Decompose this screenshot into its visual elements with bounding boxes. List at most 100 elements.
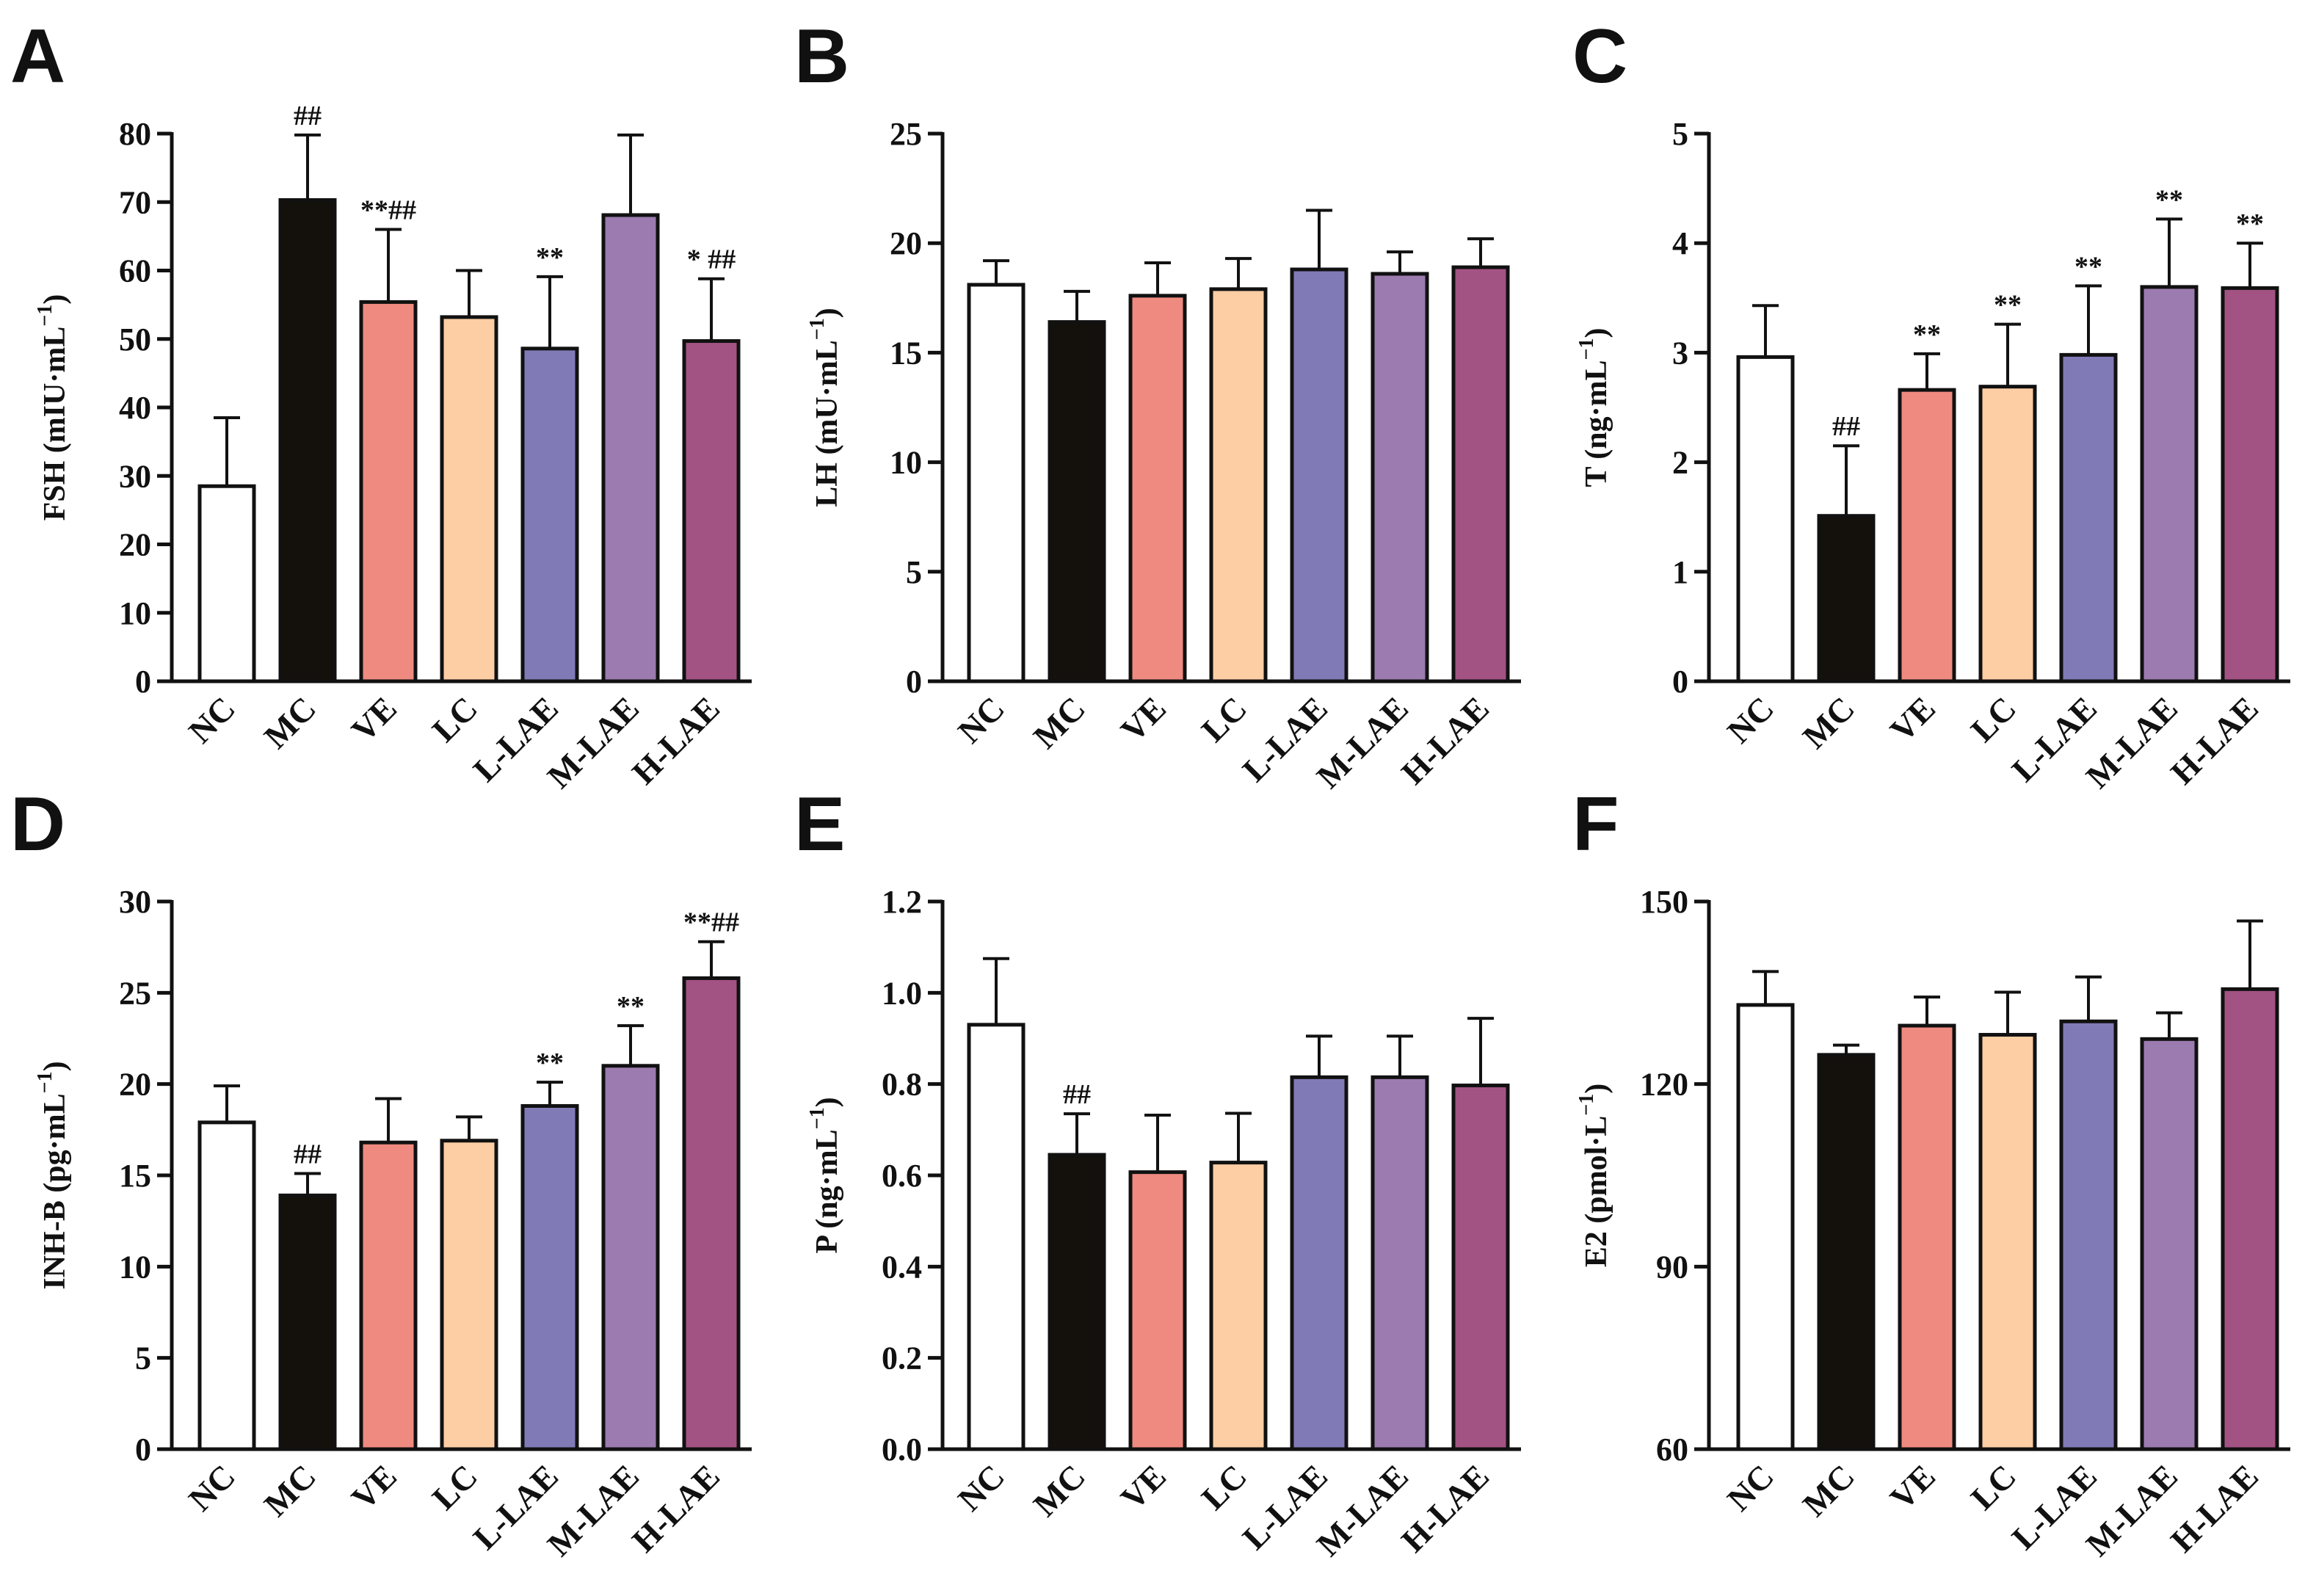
bar-nc bbox=[197, 484, 256, 683]
bar-mc bbox=[278, 197, 337, 683]
y-tick-label: 3 bbox=[1672, 335, 1688, 371]
y-tick-label: 2 bbox=[1672, 445, 1688, 481]
y-tick-label: 0 bbox=[135, 1432, 151, 1468]
x-category-label: MC bbox=[1796, 1457, 1862, 1523]
panel-letter: D bbox=[10, 782, 65, 867]
x-category-label: M-LAE bbox=[540, 689, 646, 795]
bar-lc bbox=[1209, 287, 1268, 683]
y-tick-label: 15 bbox=[890, 335, 922, 371]
y-axis-label-superscript: −1 bbox=[34, 1071, 57, 1093]
x-category-label: MC bbox=[257, 689, 323, 755]
y-axis-label-suffix: ) bbox=[810, 1097, 844, 1107]
y-tick-label: 90 bbox=[1656, 1249, 1688, 1285]
y-tick-label: 15 bbox=[119, 1158, 151, 1194]
y-tick-label: 60 bbox=[1656, 1432, 1688, 1468]
significance-label: ** bbox=[536, 242, 564, 273]
bar-ve bbox=[1128, 294, 1187, 683]
bar-mc bbox=[1817, 1053, 1876, 1451]
y-tick-label: 25 bbox=[890, 116, 922, 152]
x-category-label: NC bbox=[951, 689, 1012, 750]
bar-m-lae bbox=[2140, 1037, 2199, 1451]
bar-lc bbox=[1978, 385, 2037, 683]
y-tick-label: 5 bbox=[906, 554, 922, 590]
bar-h-lae bbox=[682, 976, 741, 1451]
panel-letter: F bbox=[1572, 782, 1619, 867]
bar-h-lae bbox=[682, 339, 741, 683]
bar-m-lae bbox=[601, 1064, 660, 1451]
significance-label: * ## bbox=[687, 244, 736, 275]
x-category-label: H-LAE bbox=[2163, 1457, 2265, 1559]
y-tick-label: 0.0 bbox=[882, 1432, 922, 1468]
y-axis-label-suffix: ) bbox=[1580, 1084, 1613, 1094]
x-category-label: MC bbox=[1026, 689, 1092, 755]
bar-nc bbox=[967, 1023, 1025, 1451]
bar-lc bbox=[1978, 1033, 2037, 1451]
x-category-label: MC bbox=[1796, 689, 1862, 755]
y-axis-label-superscript: −1 bbox=[1575, 338, 1598, 360]
significance-label: ** bbox=[1913, 319, 1941, 350]
y-tick-label: 0.6 bbox=[882, 1158, 922, 1194]
y-tick-label: 60 bbox=[119, 253, 151, 289]
y-axis-label: FSH (mIU·mL−1) bbox=[34, 294, 72, 521]
x-category-label: MC bbox=[257, 1457, 323, 1523]
bar-mc bbox=[1048, 1153, 1106, 1451]
y-axis-label-superscript: −1 bbox=[806, 318, 829, 340]
significance-label: **## bbox=[683, 907, 739, 938]
bar-l-lae bbox=[2059, 352, 2118, 683]
bar-lc bbox=[440, 1139, 498, 1451]
x-category-label: VE bbox=[1114, 689, 1173, 749]
bar-h-lae bbox=[1451, 265, 1510, 683]
bar-l-lae bbox=[520, 347, 579, 683]
significance-label: ## bbox=[1832, 411, 1860, 442]
significance-label: **## bbox=[360, 195, 416, 226]
y-axis-label-suffix: ) bbox=[810, 308, 844, 318]
y-axis-label-superscript: −1 bbox=[34, 305, 57, 327]
x-category-label: NC bbox=[181, 1457, 242, 1518]
y-tick-label: 0 bbox=[906, 664, 922, 700]
bar-nc bbox=[967, 283, 1025, 683]
x-category-label: VE bbox=[344, 689, 404, 749]
significance-label: ** bbox=[2155, 184, 2183, 215]
x-category-label: LC bbox=[1194, 689, 1254, 749]
x-category-label: M-LAE bbox=[540, 1457, 646, 1563]
x-category-label: LC bbox=[1964, 689, 2023, 749]
y-axis-label-superscript: −1 bbox=[1575, 1094, 1598, 1116]
y-tick-label: 20 bbox=[119, 1067, 151, 1103]
y-tick-label: 50 bbox=[119, 322, 151, 358]
x-category-label: VE bbox=[344, 1457, 404, 1517]
y-axis-label: P (ng·mL−1) bbox=[806, 1097, 844, 1253]
significance-label: ## bbox=[294, 1139, 322, 1170]
x-category-label: NC bbox=[1720, 689, 1781, 750]
y-tick-label: 0.2 bbox=[882, 1341, 922, 1376]
y-axis-label-suffix: ) bbox=[38, 294, 72, 305]
x-category-label: H-LAE bbox=[1394, 689, 1496, 791]
y-tick-label: 80 bbox=[119, 116, 151, 152]
significance-label: ** bbox=[2074, 251, 2102, 282]
bar-l-lae bbox=[2059, 1019, 2118, 1451]
bar-ve bbox=[1898, 388, 1956, 683]
bar-h-lae bbox=[1451, 1084, 1510, 1451]
y-tick-label: 0.4 bbox=[882, 1249, 922, 1285]
bar-lc bbox=[1209, 1161, 1268, 1451]
panel-letter: C bbox=[1572, 14, 1627, 99]
x-category-label: M-LAE bbox=[1310, 689, 1415, 795]
y-tick-label: 0.8 bbox=[882, 1067, 922, 1103]
x-category-label: M-LAE bbox=[2079, 1457, 2185, 1563]
x-category-label: VE bbox=[1883, 689, 1942, 749]
y-tick-label: 1 bbox=[1672, 554, 1688, 590]
significance-label: ** bbox=[536, 1048, 564, 1078]
chart-panel-d: D 0 5 10 15 20 25 30 INH-B (pg·mL−1) NC ## MC VE LC **… bbox=[10, 782, 752, 1563]
y-tick-label: 25 bbox=[119, 975, 151, 1011]
y-tick-label: 10 bbox=[119, 595, 151, 631]
bar-ve bbox=[1128, 1170, 1187, 1451]
bar-mc bbox=[1048, 320, 1106, 683]
bar-nc bbox=[1736, 1003, 1795, 1451]
x-category-label: VE bbox=[1883, 1457, 1942, 1517]
x-category-label: M-LAE bbox=[2079, 689, 2185, 795]
significance-label: ## bbox=[1063, 1079, 1091, 1110]
bar-l-lae bbox=[520, 1104, 579, 1451]
bar-m-lae bbox=[1371, 272, 1429, 683]
y-axis-label-main: INH-B (pg·mL bbox=[38, 1093, 72, 1289]
